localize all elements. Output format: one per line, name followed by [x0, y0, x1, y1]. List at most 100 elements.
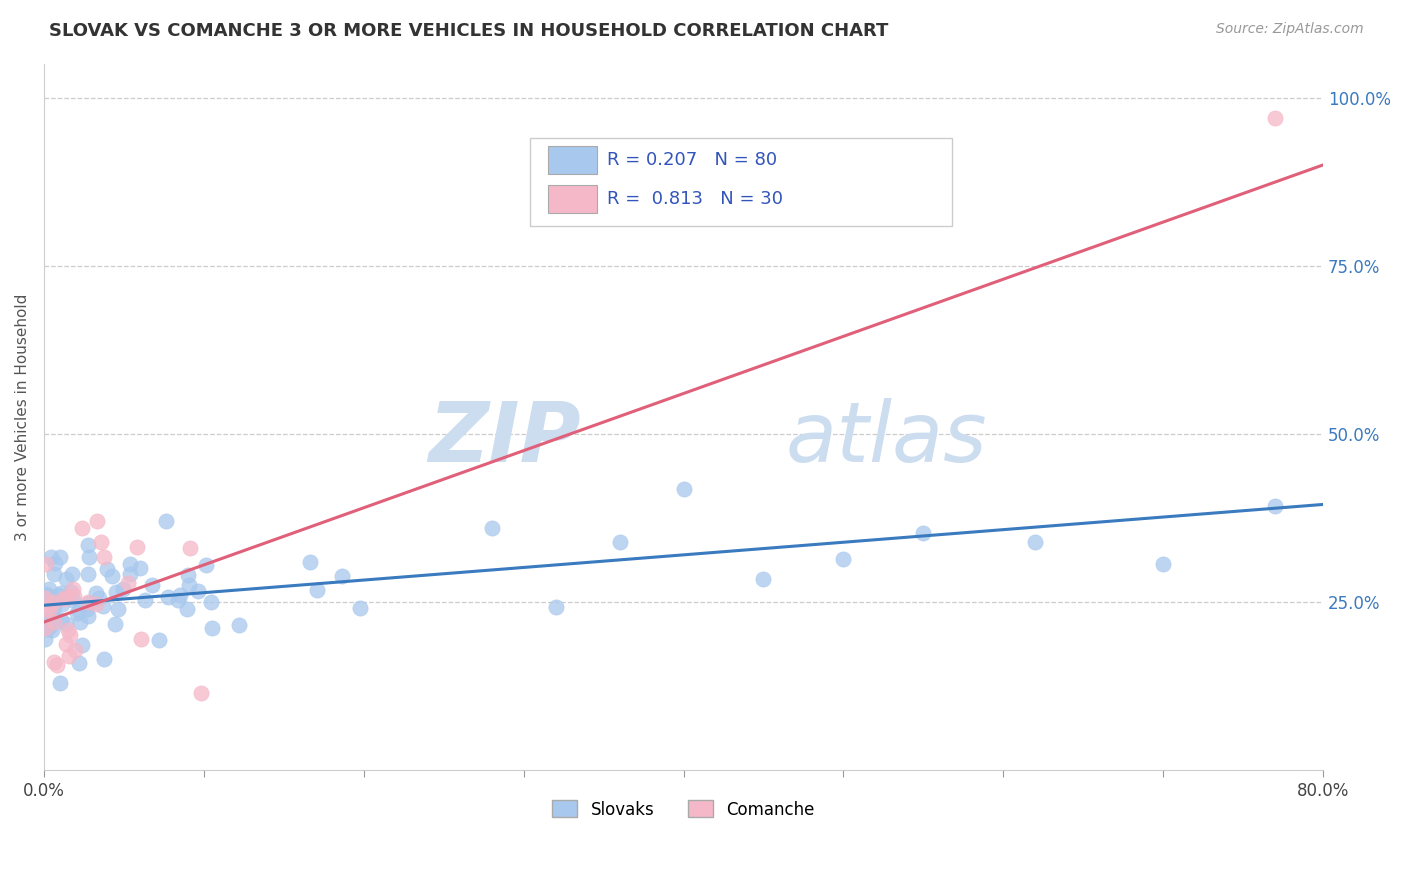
Point — [101, 569, 124, 583]
Legend: Slovaks, Comanche: Slovaks, Comanche — [546, 794, 821, 825]
Point — [104, 584, 127, 599]
Point — [91, 599, 114, 614]
Point — [44, 595, 66, 609]
Point — [77, 595, 100, 609]
Point — [77, 549, 100, 564]
Point — [55, 637, 77, 651]
Point — [1152, 557, 1174, 571]
Point — [186, 584, 208, 599]
Point — [298, 555, 321, 569]
Point — [56, 624, 79, 638]
Point — [35, 557, 58, 571]
Point — [112, 582, 135, 596]
Point — [155, 514, 177, 528]
Point — [93, 651, 115, 665]
Point — [167, 592, 190, 607]
Point — [141, 577, 163, 591]
Point — [41, 607, 63, 621]
Point — [52, 592, 75, 607]
Point — [157, 590, 180, 604]
Point — [129, 561, 152, 575]
Point — [55, 572, 77, 586]
Text: R = 0.207   N = 80: R = 0.207 N = 80 — [607, 151, 778, 169]
Text: R =  0.813   N = 30: R = 0.813 N = 30 — [607, 190, 783, 208]
Point — [89, 591, 111, 605]
Point — [62, 593, 84, 607]
Point — [127, 540, 149, 554]
Point — [609, 535, 631, 549]
Point — [60, 585, 83, 599]
Point — [176, 602, 198, 616]
Point — [67, 602, 90, 616]
Point — [129, 632, 152, 647]
Point — [76, 538, 98, 552]
Point — [79, 596, 101, 610]
Point — [55, 617, 77, 632]
Point — [51, 597, 73, 611]
FancyBboxPatch shape — [530, 138, 952, 227]
Point — [69, 615, 91, 629]
Point — [90, 535, 112, 549]
FancyBboxPatch shape — [548, 146, 596, 174]
Point — [51, 586, 73, 600]
Point — [67, 656, 90, 670]
Point — [63, 643, 86, 657]
Text: Source: ZipAtlas.com: Source: ZipAtlas.com — [1216, 22, 1364, 37]
Point — [39, 619, 62, 633]
Point — [177, 578, 200, 592]
Point — [58, 649, 80, 664]
Point — [194, 558, 217, 572]
Point — [39, 601, 62, 615]
Point — [59, 628, 82, 642]
Point — [42, 599, 65, 614]
Point — [46, 588, 69, 602]
Point — [44, 557, 66, 571]
Point — [49, 676, 72, 690]
Point — [200, 595, 222, 609]
Point — [1264, 111, 1286, 125]
Point — [42, 610, 65, 624]
Point — [190, 686, 212, 700]
Point — [70, 638, 93, 652]
Point — [134, 592, 156, 607]
Point — [35, 588, 58, 602]
Point — [56, 591, 79, 605]
Point — [63, 590, 86, 604]
Point — [34, 603, 56, 617]
Point — [42, 615, 65, 630]
Point — [179, 541, 201, 555]
Point — [107, 601, 129, 615]
Point — [349, 600, 371, 615]
Point — [34, 591, 56, 605]
Point — [84, 586, 107, 600]
Point — [86, 514, 108, 528]
Point — [672, 482, 695, 496]
Point — [62, 582, 84, 597]
Point — [96, 562, 118, 576]
Point — [41, 623, 63, 637]
Point — [1024, 535, 1046, 549]
Point — [93, 550, 115, 565]
Point — [104, 616, 127, 631]
Point — [332, 569, 354, 583]
Point — [39, 550, 62, 565]
Point — [35, 587, 58, 601]
Point — [34, 621, 56, 635]
Point — [752, 572, 775, 586]
Point — [45, 658, 67, 673]
Point — [148, 633, 170, 648]
Point — [832, 552, 855, 566]
Point — [66, 606, 89, 620]
Point — [42, 613, 65, 627]
FancyBboxPatch shape — [548, 185, 596, 213]
Point — [177, 568, 200, 582]
Point — [1264, 499, 1286, 513]
Point — [544, 600, 567, 615]
Point — [912, 525, 935, 540]
Point — [77, 609, 100, 624]
Point — [51, 613, 73, 627]
Point — [38, 582, 60, 597]
Point — [228, 618, 250, 632]
Point — [34, 610, 56, 624]
Point — [76, 566, 98, 581]
